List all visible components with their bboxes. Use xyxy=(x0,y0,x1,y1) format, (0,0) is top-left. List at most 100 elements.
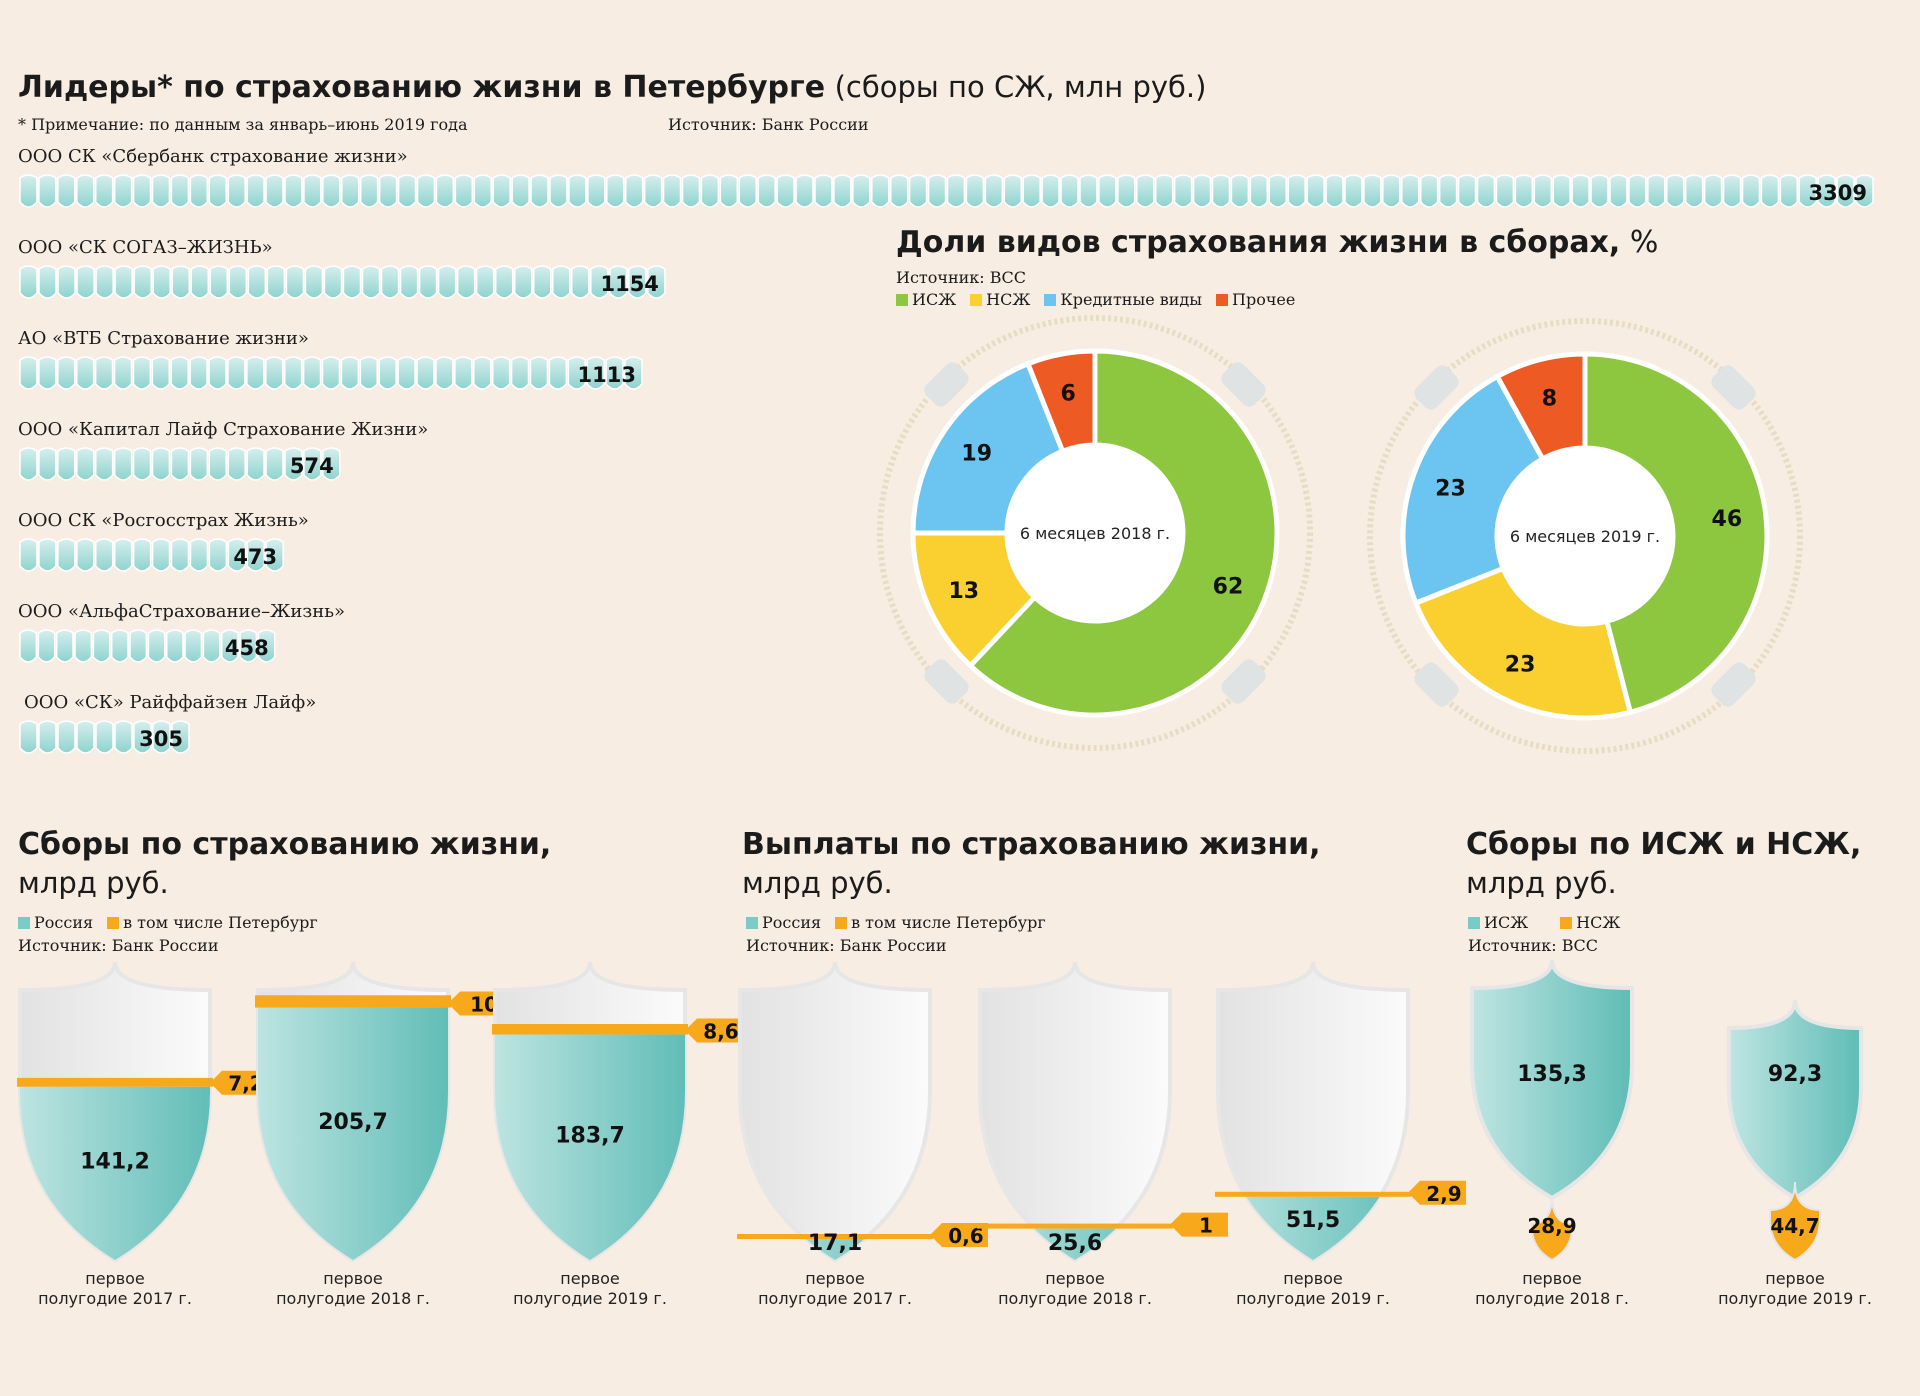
shield-segment xyxy=(147,629,166,663)
shield-segment xyxy=(1136,174,1155,208)
isj-shield-shape xyxy=(1470,959,1634,1201)
category-label-line1: первое xyxy=(1765,1269,1825,1288)
legend-swatch xyxy=(1560,916,1573,929)
shield-segment xyxy=(57,447,76,481)
shield-segment xyxy=(571,265,590,299)
shield-segment xyxy=(302,356,322,390)
shield-segment xyxy=(378,174,398,208)
shield-segment xyxy=(284,174,303,208)
russia-value: 17,1 xyxy=(808,1231,862,1256)
legend-item-spb: в том числе Петербург xyxy=(107,913,318,932)
shield-segment xyxy=(681,174,701,208)
shield-segment xyxy=(1666,174,1685,208)
shield-segment xyxy=(662,174,682,208)
shield-segment xyxy=(246,356,265,390)
shield-segment xyxy=(1798,174,1817,208)
shield-segment xyxy=(454,356,473,390)
shield-segment xyxy=(1836,174,1855,208)
donut-slice xyxy=(1493,351,1588,463)
shield-segment xyxy=(624,174,644,208)
shield-segment xyxy=(568,174,587,208)
shield-segment xyxy=(303,174,322,208)
shield-segment xyxy=(38,356,57,390)
shield-segment xyxy=(227,174,246,208)
shield-segment xyxy=(113,174,133,208)
slice-label: 6 xyxy=(1061,382,1076,407)
rope-ring xyxy=(1367,318,1803,754)
slice-label: 23 xyxy=(1435,477,1466,502)
shield-segment xyxy=(361,265,381,299)
shield-segment xyxy=(246,538,265,572)
legend-label: в том числе Петербург xyxy=(851,913,1046,932)
shield-segment xyxy=(532,265,552,299)
payouts-subtitle: млрд руб. xyxy=(742,866,893,900)
shield-segment xyxy=(95,538,114,572)
shield-segment xyxy=(246,447,265,481)
shares-donuts: 62 13 19 6 6 месяцев 2018 г. 46 23 23 8 6 месяцев… xyxy=(877,315,1803,754)
shield-segment xyxy=(239,629,258,663)
buoy-strap xyxy=(1414,662,1459,707)
shield-segment xyxy=(475,265,495,299)
shield-segment xyxy=(19,629,38,663)
shield-segment xyxy=(473,174,492,208)
payouts-title: Выплаты по страхованию жизни, млрд руб. xyxy=(742,826,1321,902)
shield-segment xyxy=(266,265,286,299)
shield-segment xyxy=(189,356,208,390)
leader-label: ООО «СК СОГАЗ–ЖИЗНЬ» xyxy=(18,237,273,258)
shield-segment xyxy=(456,265,476,299)
shield-segment xyxy=(19,356,38,390)
shield-segment xyxy=(76,538,95,572)
shield-segment xyxy=(208,356,227,390)
buoy-strap xyxy=(924,659,969,704)
page-title: Лидеры* по страхованию жизни в Петербург… xyxy=(18,70,1206,105)
shield-segment xyxy=(38,538,57,572)
shield-segment xyxy=(529,356,549,390)
shield-segment xyxy=(1401,174,1420,208)
isj-title: Сборы по ИСЖ и НСЖ, млрд руб. xyxy=(1466,826,1861,902)
isj-title-bold: Сборы по ИСЖ и НСЖ, xyxy=(1466,827,1862,862)
shield-segment xyxy=(170,447,190,481)
spb-band xyxy=(977,1223,1173,1229)
nsj-shield-shape xyxy=(1530,1195,1574,1262)
legend-item-other: Прочее xyxy=(1216,290,1295,309)
shield-segment xyxy=(113,356,133,390)
shield-segment xyxy=(74,629,93,663)
shield-segment xyxy=(322,174,341,208)
donut-slice xyxy=(910,360,1066,536)
leader-label: ООО «Капитал Лайф Страхование Жизни» xyxy=(18,419,429,440)
shield-segment xyxy=(1344,174,1363,208)
shield-segment xyxy=(76,447,95,481)
shield-segment xyxy=(1419,174,1439,208)
shield-segment xyxy=(814,174,833,208)
spb-flag xyxy=(448,991,506,1016)
legend-swatch xyxy=(1468,916,1480,929)
shield-segment xyxy=(322,447,341,481)
leader-bar: 305 xyxy=(19,720,190,754)
legend-label: ИСЖ xyxy=(1484,913,1529,932)
shield-segment xyxy=(132,538,152,572)
category-label-line1: первое xyxy=(1283,1269,1343,1288)
shield-segment xyxy=(1817,174,1836,208)
shield-segment xyxy=(1249,174,1269,208)
shield-segment xyxy=(113,538,133,572)
shield-segment xyxy=(397,356,416,390)
shield-segment xyxy=(1060,174,1079,208)
shield-segment xyxy=(132,447,152,481)
shield-segment xyxy=(19,265,38,299)
shield-segment xyxy=(1173,174,1193,208)
shield-segment xyxy=(1703,174,1723,208)
shield-segment xyxy=(94,447,114,481)
donut-chart-1: 62 13 19 6 6 месяцев 2018 г. xyxy=(877,315,1313,751)
category-label-line2: полугодие 2017 г. xyxy=(758,1289,912,1308)
shield-segment xyxy=(511,174,530,208)
shield-segment xyxy=(257,629,276,663)
shield-segment xyxy=(227,447,246,481)
shield-segment xyxy=(1628,174,1647,208)
shield-segment xyxy=(359,174,379,208)
donut-slice xyxy=(1582,351,1770,716)
shield-segment xyxy=(380,265,400,299)
shield-segment xyxy=(75,356,95,390)
shield-segment xyxy=(628,265,647,299)
slice-label: 8 xyxy=(1542,386,1557,411)
